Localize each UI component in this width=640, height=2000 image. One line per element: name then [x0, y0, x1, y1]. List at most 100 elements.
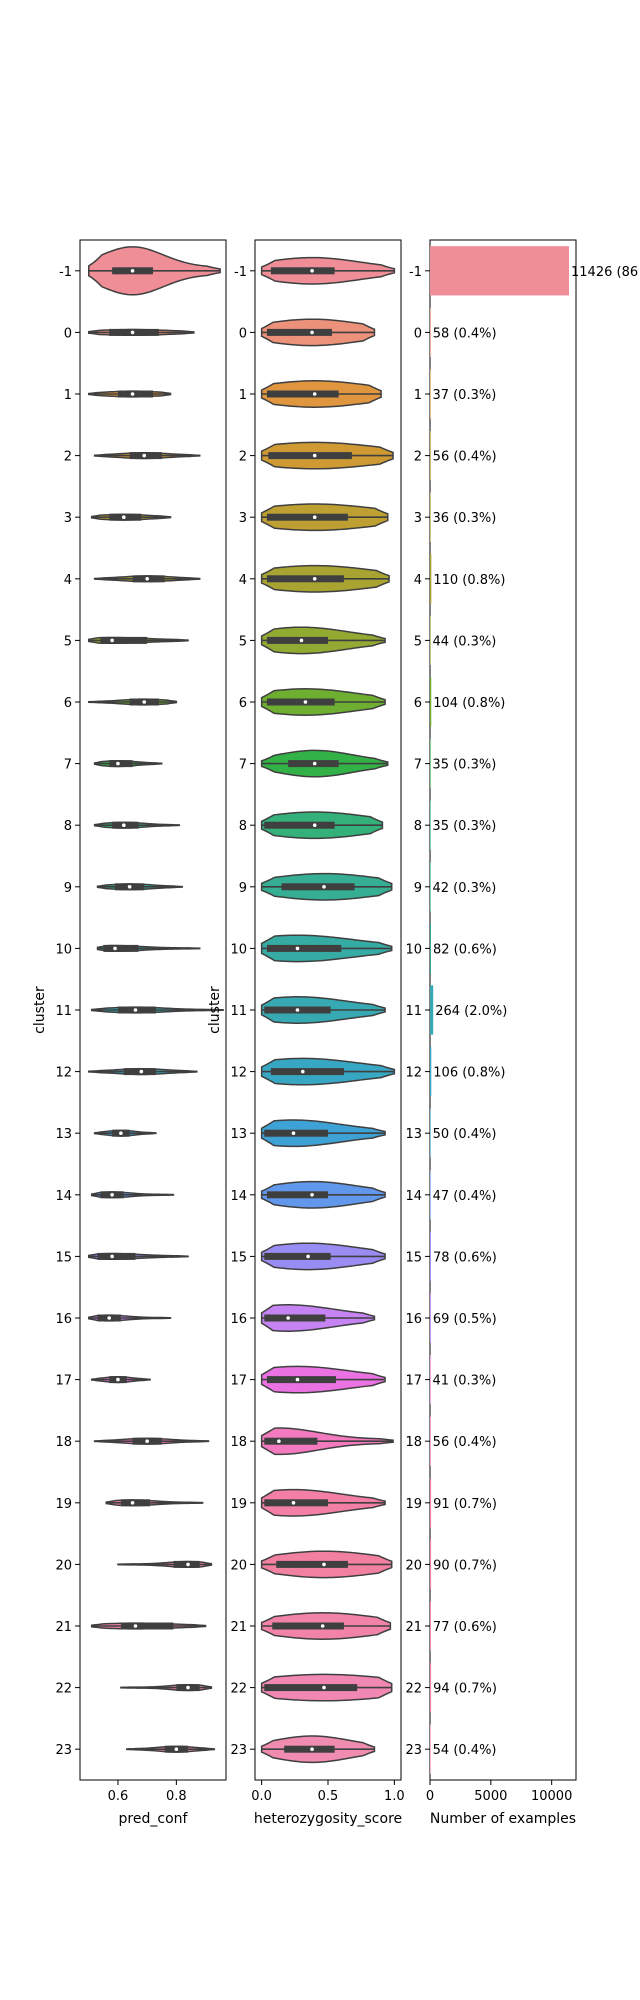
violin-median	[300, 1069, 305, 1074]
y-tick-label: 2	[414, 450, 422, 465]
count-bar	[430, 677, 432, 727]
violin-iqr-box	[109, 760, 133, 768]
count-bar-label: 44 (0.3%)	[433, 634, 497, 649]
y-tick-label: 5	[239, 634, 247, 649]
violin-iqr-box	[276, 1560, 348, 1568]
violin-median	[186, 1685, 190, 1690]
y-tick-label: 17	[230, 1374, 247, 1389]
count-bar-label: 11426 (86	[571, 265, 638, 280]
x-tick-label: 10000	[531, 1789, 572, 1804]
violin-iqr-box	[117, 390, 153, 398]
violin-iqr-box	[97, 1252, 136, 1260]
violin-iqr-box	[264, 1129, 328, 1137]
count-bar-label: 35 (0.3%)	[432, 758, 496, 773]
count-bar-label: 106 (0.8%)	[433, 1066, 505, 1081]
count-bar	[430, 369, 431, 419]
count-bar	[430, 923, 431, 974]
y-tick-label: -1	[234, 265, 247, 280]
violin-iqr-box	[120, 1622, 174, 1630]
y-tick-label: 10	[230, 942, 247, 957]
y-tick-label: 18	[405, 1435, 422, 1450]
y-tick-label: 9	[414, 881, 422, 896]
violin-iqr-box	[270, 1068, 344, 1076]
y-tick-label: 4	[239, 573, 247, 588]
violin-median	[130, 330, 135, 335]
violin-median	[116, 1377, 120, 1382]
violin-iqr-box	[120, 1499, 151, 1507]
y-tick-label: 15	[55, 1250, 72, 1265]
y-tick-label: 15	[230, 1250, 247, 1265]
count-bar	[430, 430, 431, 481]
y-tick-label: 0	[414, 326, 422, 341]
y-tick-label: 9	[239, 881, 247, 896]
count-bar-label: 78 (0.6%)	[433, 1250, 497, 1265]
y-tick-label: 0	[64, 326, 72, 341]
y-tick-label: 22	[405, 1682, 422, 1697]
violin-median	[291, 1501, 296, 1505]
y-tick-label: 22	[55, 1682, 72, 1697]
y-tick-label: 16	[55, 1312, 72, 1327]
y-tick-label: 14	[405, 1189, 422, 1204]
count-bar	[430, 1416, 431, 1466]
example-count-bar-panel: 0 5000 10000-10123456789101112131415161718…	[405, 239, 638, 1804]
count-bar-label: 69 (0.5%)	[433, 1312, 497, 1327]
violin-median	[122, 823, 126, 827]
count-bar	[430, 800, 431, 850]
violin-iqr-box	[266, 636, 328, 644]
violin-median	[306, 1254, 310, 1259]
violin-median	[312, 761, 317, 766]
violin-median	[145, 577, 149, 581]
count-bar	[430, 1293, 431, 1343]
y-tick-label: 13	[230, 1127, 247, 1142]
count-bar-label: 35 (0.3%)	[432, 819, 496, 834]
violin-median	[116, 761, 120, 766]
y-tick-label: 12	[230, 1066, 247, 1081]
y-tick-label: 19	[55, 1497, 72, 1512]
violin-iqr-box	[264, 821, 335, 829]
violin-median	[130, 269, 135, 273]
count-bar	[430, 985, 434, 1035]
violin-median	[310, 269, 314, 273]
count-bar	[430, 1231, 431, 1282]
violin-median	[322, 885, 326, 889]
violin-iqr-box	[266, 698, 335, 706]
y-tick-label: 9	[64, 881, 72, 896]
y-tick-label: 21	[405, 1620, 422, 1635]
x-tick-label: 0.0	[251, 1789, 272, 1804]
count-bar-label: 91 (0.7%)	[433, 1497, 497, 1512]
violin-median	[113, 946, 117, 951]
y-tick-label: -1	[59, 265, 72, 280]
count-bar-label: 42 (0.3%)	[433, 881, 497, 896]
y-tick-label: 17	[405, 1374, 422, 1389]
violin-median	[291, 1131, 296, 1135]
y-tick-label: 4	[414, 573, 422, 588]
y-tick-label: 14	[55, 1189, 72, 1204]
y-tick-label: 8	[239, 819, 247, 834]
y-tick-label: 12	[55, 1066, 72, 1081]
count-bar	[430, 738, 431, 789]
y-tick-label: 10	[55, 942, 72, 957]
violin-median	[277, 1439, 281, 1443]
y-tick-label: 20	[230, 1558, 247, 1573]
count-bar	[430, 1046, 432, 1097]
y-tick-label: 21	[55, 1620, 72, 1635]
violin-iqr-box	[266, 328, 332, 336]
y-tick-label: 4	[64, 573, 72, 588]
violin-iqr-box	[268, 452, 352, 460]
count-bar-label: 54 (0.4%)	[433, 1743, 497, 1758]
violin-iqr-box	[284, 1745, 335, 1753]
violin-iqr-box	[100, 636, 148, 644]
y-tick-label: 6	[64, 696, 72, 711]
y-tick-label: 0	[239, 326, 247, 341]
violin-median	[299, 638, 304, 643]
count-bar-label: 104 (0.8%)	[433, 696, 505, 711]
violin-median	[312, 577, 317, 581]
count-bar-label: 37 (0.3%)	[432, 388, 496, 403]
y-tick-label: 17	[55, 1374, 72, 1389]
y-tick-label: 23	[55, 1743, 72, 1758]
violin-iqr-box	[266, 575, 344, 583]
violin-iqr-box	[264, 1499, 328, 1507]
violin-median	[142, 453, 147, 458]
violin-median	[310, 330, 314, 335]
y-tick-label: 20	[405, 1558, 422, 1573]
